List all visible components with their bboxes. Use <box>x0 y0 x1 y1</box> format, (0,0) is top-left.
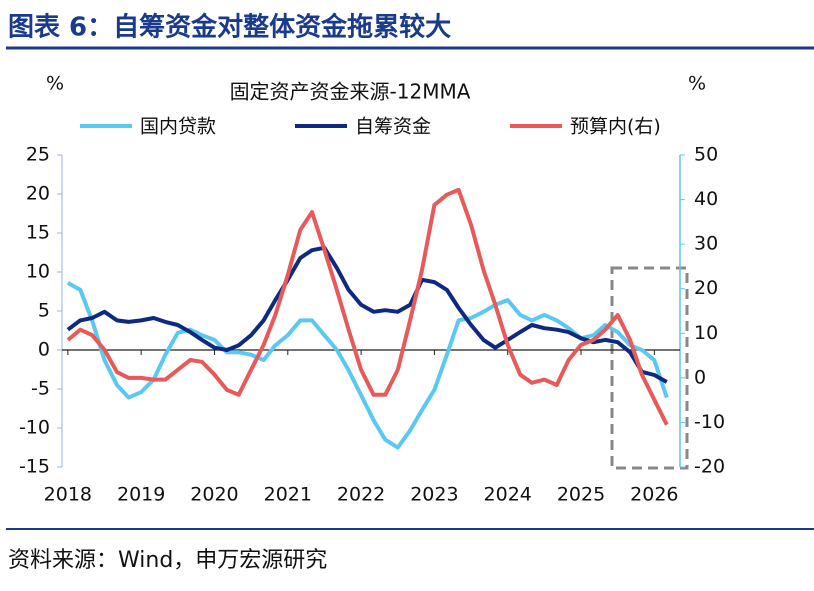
x-tick-label: 2025 <box>557 484 605 506</box>
x-tick-label: 2024 <box>484 484 532 506</box>
y2-tick-label: -10 <box>694 411 725 433</box>
y2-tick-label: 40 <box>694 188 718 210</box>
figure-title: 图表 6：自筹资金对整体资金拖累较大 <box>8 12 451 43</box>
y2-tick-label: 10 <box>694 322 718 344</box>
x-tick-label: 2021 <box>264 484 312 506</box>
y-tick-label: 0 <box>38 339 50 361</box>
y-tick-label: 5 <box>38 300 50 322</box>
y-tick-label: 25 <box>26 144 50 166</box>
legend-label: 自筹资金 <box>355 116 431 138</box>
y2-tick-label: 20 <box>694 277 718 299</box>
series-line <box>66 281 669 450</box>
y-tick-label: 20 <box>26 183 50 205</box>
x-tick-label: 2022 <box>337 484 385 506</box>
legend-label: 预算内(右) <box>570 116 661 138</box>
y2-tick-label: -20 <box>694 456 725 478</box>
highlight-box <box>610 266 689 470</box>
y-tick-label: 15 <box>26 222 50 244</box>
legend-label: 国内贷款 <box>140 116 216 138</box>
x-tick-label: 2026 <box>630 484 678 506</box>
y-tick-label: -15 <box>19 456 50 478</box>
y2-label: % <box>688 73 706 95</box>
chart-title: 固定资产资金来源-12MMA <box>230 80 471 104</box>
y-tick-label: -5 <box>31 378 50 400</box>
y2-tick-label: 0 <box>694 366 706 388</box>
source: 资料来源：Wind，申万宏源研究 <box>8 548 327 573</box>
x-tick-label: 2020 <box>190 484 238 506</box>
y-label: % <box>46 73 64 95</box>
x-tick-label: 2019 <box>117 484 165 506</box>
y2-tick-label: 50 <box>694 144 718 166</box>
y-tick-label: -10 <box>19 417 50 439</box>
series-line <box>66 187 669 426</box>
x-tick-label: 2018 <box>44 484 92 506</box>
y-tick-label: 10 <box>26 261 50 283</box>
series-line <box>66 245 668 384</box>
x-tick-label: 2023 <box>410 484 458 506</box>
y2-tick-label: 30 <box>694 233 718 255</box>
